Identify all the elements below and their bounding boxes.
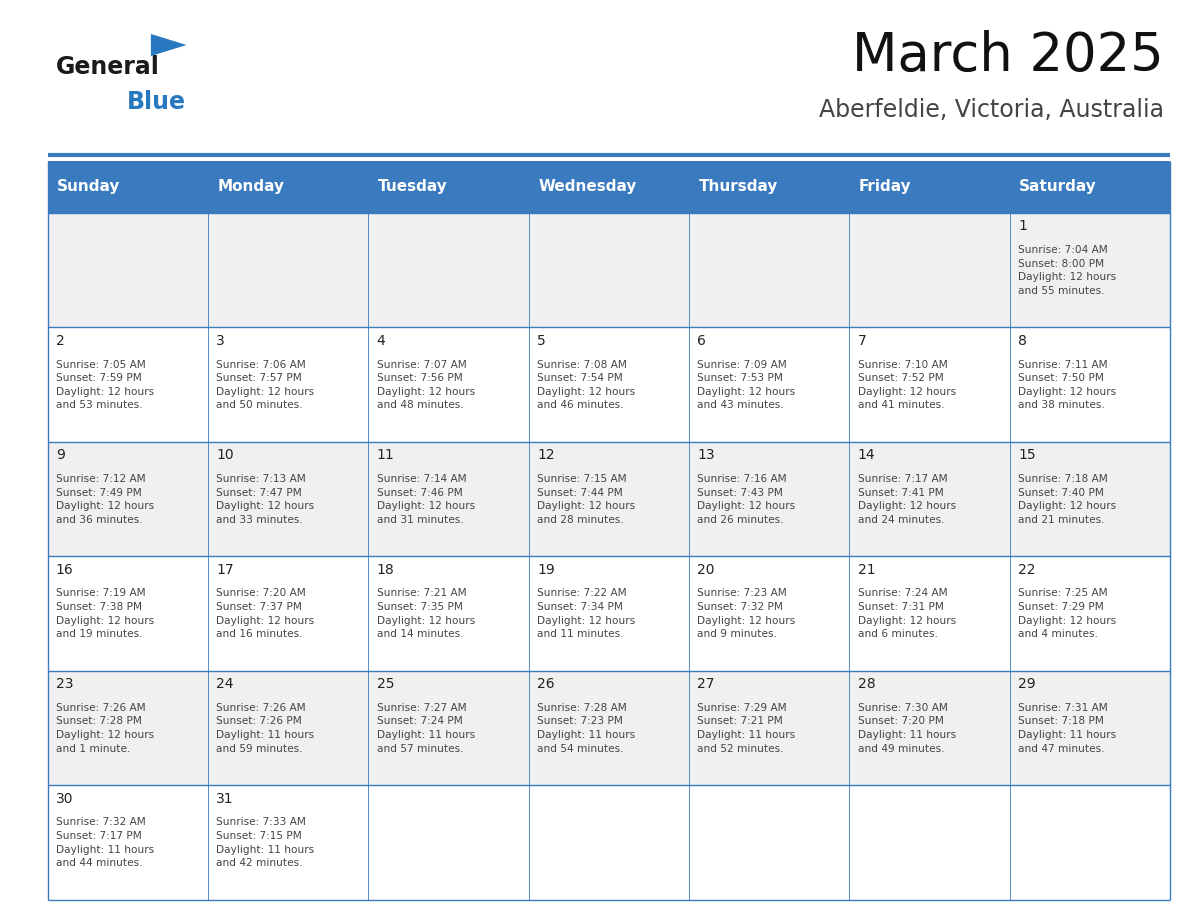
Bar — [48, 785, 1170, 900]
Text: Sunrise: 7:20 AM
Sunset: 7:37 PM
Daylight: 12 hours
and 16 minutes.: Sunrise: 7:20 AM Sunset: 7:37 PM Dayligh… — [216, 588, 315, 639]
Text: 18: 18 — [377, 563, 394, 577]
Text: Sunrise: 7:09 AM
Sunset: 7:53 PM
Daylight: 12 hours
and 43 minutes.: Sunrise: 7:09 AM Sunset: 7:53 PM Dayligh… — [697, 360, 796, 410]
Text: Sunrise: 7:16 AM
Sunset: 7:43 PM
Daylight: 12 hours
and 26 minutes.: Sunrise: 7:16 AM Sunset: 7:43 PM Dayligh… — [697, 474, 796, 525]
Text: Sunrise: 7:18 AM
Sunset: 7:40 PM
Daylight: 12 hours
and 21 minutes.: Sunrise: 7:18 AM Sunset: 7:40 PM Dayligh… — [1018, 474, 1117, 525]
Text: 7: 7 — [858, 334, 866, 348]
Text: Sunrise: 7:29 AM
Sunset: 7:21 PM
Daylight: 11 hours
and 52 minutes.: Sunrise: 7:29 AM Sunset: 7:21 PM Dayligh… — [697, 703, 796, 754]
Text: Sunrise: 7:31 AM
Sunset: 7:18 PM
Daylight: 11 hours
and 47 minutes.: Sunrise: 7:31 AM Sunset: 7:18 PM Dayligh… — [1018, 703, 1117, 754]
Bar — [48, 161, 1170, 213]
Text: 5: 5 — [537, 334, 545, 348]
Text: Sunrise: 7:27 AM
Sunset: 7:24 PM
Daylight: 11 hours
and 57 minutes.: Sunrise: 7:27 AM Sunset: 7:24 PM Dayligh… — [377, 703, 475, 754]
Text: 26: 26 — [537, 677, 555, 691]
Text: Sunrise: 7:08 AM
Sunset: 7:54 PM
Daylight: 12 hours
and 46 minutes.: Sunrise: 7:08 AM Sunset: 7:54 PM Dayligh… — [537, 360, 636, 410]
Text: 6: 6 — [697, 334, 706, 348]
Text: Sunrise: 7:33 AM
Sunset: 7:15 PM
Daylight: 11 hours
and 42 minutes.: Sunrise: 7:33 AM Sunset: 7:15 PM Dayligh… — [216, 817, 315, 868]
Text: Sunrise: 7:05 AM
Sunset: 7:59 PM
Daylight: 12 hours
and 53 minutes.: Sunrise: 7:05 AM Sunset: 7:59 PM Dayligh… — [56, 360, 154, 410]
Text: Sunday: Sunday — [57, 179, 120, 195]
Text: Sunrise: 7:12 AM
Sunset: 7:49 PM
Daylight: 12 hours
and 36 minutes.: Sunrise: 7:12 AM Sunset: 7:49 PM Dayligh… — [56, 474, 154, 525]
Bar — [48, 442, 1170, 556]
Text: 11: 11 — [377, 448, 394, 463]
Text: 17: 17 — [216, 563, 234, 577]
Text: Sunrise: 7:07 AM
Sunset: 7:56 PM
Daylight: 12 hours
and 48 minutes.: Sunrise: 7:07 AM Sunset: 7:56 PM Dayligh… — [377, 360, 475, 410]
Text: Sunrise: 7:26 AM
Sunset: 7:28 PM
Daylight: 12 hours
and 1 minute.: Sunrise: 7:26 AM Sunset: 7:28 PM Dayligh… — [56, 703, 154, 754]
Text: 10: 10 — [216, 448, 234, 463]
Text: Tuesday: Tuesday — [378, 179, 448, 195]
Text: Sunrise: 7:25 AM
Sunset: 7:29 PM
Daylight: 12 hours
and 4 minutes.: Sunrise: 7:25 AM Sunset: 7:29 PM Dayligh… — [1018, 588, 1117, 639]
Text: 9: 9 — [56, 448, 64, 463]
Bar — [48, 556, 1170, 671]
Text: 21: 21 — [858, 563, 876, 577]
Text: Sunrise: 7:23 AM
Sunset: 7:32 PM
Daylight: 12 hours
and 9 minutes.: Sunrise: 7:23 AM Sunset: 7:32 PM Dayligh… — [697, 588, 796, 639]
Text: 23: 23 — [56, 677, 74, 691]
Polygon shape — [151, 34, 187, 56]
Text: Sunrise: 7:24 AM
Sunset: 7:31 PM
Daylight: 12 hours
and 6 minutes.: Sunrise: 7:24 AM Sunset: 7:31 PM Dayligh… — [858, 588, 956, 639]
Text: Sunrise: 7:14 AM
Sunset: 7:46 PM
Daylight: 12 hours
and 31 minutes.: Sunrise: 7:14 AM Sunset: 7:46 PM Dayligh… — [377, 474, 475, 525]
Text: Sunrise: 7:26 AM
Sunset: 7:26 PM
Daylight: 11 hours
and 59 minutes.: Sunrise: 7:26 AM Sunset: 7:26 PM Dayligh… — [216, 703, 315, 754]
Text: 27: 27 — [697, 677, 715, 691]
Text: Thursday: Thursday — [699, 179, 778, 195]
Text: 29: 29 — [1018, 677, 1036, 691]
Text: 13: 13 — [697, 448, 715, 463]
Text: 28: 28 — [858, 677, 876, 691]
Text: Blue: Blue — [127, 90, 187, 114]
Text: 15: 15 — [1018, 448, 1036, 463]
Text: Sunrise: 7:10 AM
Sunset: 7:52 PM
Daylight: 12 hours
and 41 minutes.: Sunrise: 7:10 AM Sunset: 7:52 PM Dayligh… — [858, 360, 956, 410]
Text: 2: 2 — [56, 334, 64, 348]
Text: 22: 22 — [1018, 563, 1036, 577]
Text: Aberfeldie, Victoria, Australia: Aberfeldie, Victoria, Australia — [820, 98, 1164, 122]
Text: 16: 16 — [56, 563, 74, 577]
Bar — [48, 671, 1170, 785]
Text: 30: 30 — [56, 791, 74, 806]
Text: March 2025: March 2025 — [853, 30, 1164, 83]
Text: Sunrise: 7:21 AM
Sunset: 7:35 PM
Daylight: 12 hours
and 14 minutes.: Sunrise: 7:21 AM Sunset: 7:35 PM Dayligh… — [377, 588, 475, 639]
Text: Saturday: Saturday — [1019, 179, 1097, 195]
Text: Friday: Friday — [859, 179, 911, 195]
Text: Sunrise: 7:28 AM
Sunset: 7:23 PM
Daylight: 11 hours
and 54 minutes.: Sunrise: 7:28 AM Sunset: 7:23 PM Dayligh… — [537, 703, 636, 754]
Text: Sunrise: 7:32 AM
Sunset: 7:17 PM
Daylight: 11 hours
and 44 minutes.: Sunrise: 7:32 AM Sunset: 7:17 PM Dayligh… — [56, 817, 154, 868]
Text: Sunrise: 7:11 AM
Sunset: 7:50 PM
Daylight: 12 hours
and 38 minutes.: Sunrise: 7:11 AM Sunset: 7:50 PM Dayligh… — [1018, 360, 1117, 410]
Text: 3: 3 — [216, 334, 225, 348]
Text: 24: 24 — [216, 677, 234, 691]
Bar — [48, 213, 1170, 328]
Text: Sunrise: 7:30 AM
Sunset: 7:20 PM
Daylight: 11 hours
and 49 minutes.: Sunrise: 7:30 AM Sunset: 7:20 PM Dayligh… — [858, 703, 956, 754]
Text: Sunrise: 7:13 AM
Sunset: 7:47 PM
Daylight: 12 hours
and 33 minutes.: Sunrise: 7:13 AM Sunset: 7:47 PM Dayligh… — [216, 474, 315, 525]
Text: General: General — [56, 55, 159, 79]
Bar — [48, 328, 1170, 442]
Text: 12: 12 — [537, 448, 555, 463]
Text: 4: 4 — [377, 334, 385, 348]
Text: Sunrise: 7:06 AM
Sunset: 7:57 PM
Daylight: 12 hours
and 50 minutes.: Sunrise: 7:06 AM Sunset: 7:57 PM Dayligh… — [216, 360, 315, 410]
Text: 8: 8 — [1018, 334, 1026, 348]
Text: Sunrise: 7:04 AM
Sunset: 8:00 PM
Daylight: 12 hours
and 55 minutes.: Sunrise: 7:04 AM Sunset: 8:00 PM Dayligh… — [1018, 245, 1117, 296]
Text: Sunrise: 7:22 AM
Sunset: 7:34 PM
Daylight: 12 hours
and 11 minutes.: Sunrise: 7:22 AM Sunset: 7:34 PM Dayligh… — [537, 588, 636, 639]
Text: 20: 20 — [697, 563, 715, 577]
Text: Monday: Monday — [217, 179, 284, 195]
Text: Sunrise: 7:15 AM
Sunset: 7:44 PM
Daylight: 12 hours
and 28 minutes.: Sunrise: 7:15 AM Sunset: 7:44 PM Dayligh… — [537, 474, 636, 525]
Text: 19: 19 — [537, 563, 555, 577]
Text: 31: 31 — [216, 791, 234, 806]
Text: 25: 25 — [377, 677, 394, 691]
Text: Sunrise: 7:17 AM
Sunset: 7:41 PM
Daylight: 12 hours
and 24 minutes.: Sunrise: 7:17 AM Sunset: 7:41 PM Dayligh… — [858, 474, 956, 525]
Text: Sunrise: 7:19 AM
Sunset: 7:38 PM
Daylight: 12 hours
and 19 minutes.: Sunrise: 7:19 AM Sunset: 7:38 PM Dayligh… — [56, 588, 154, 639]
Text: 14: 14 — [858, 448, 876, 463]
Text: Wednesday: Wednesday — [538, 179, 637, 195]
Text: 1: 1 — [1018, 219, 1026, 233]
